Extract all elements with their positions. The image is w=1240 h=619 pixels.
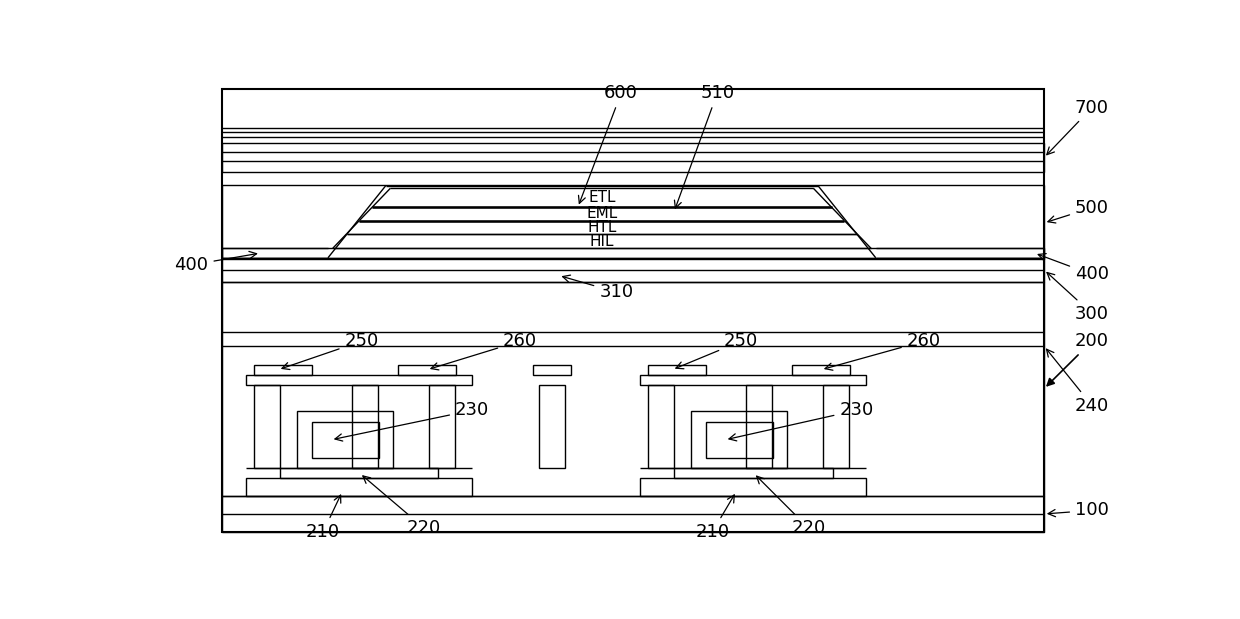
- Text: 260: 260: [825, 332, 941, 370]
- Bar: [352, 385, 378, 469]
- Bar: [222, 258, 1044, 282]
- Text: 220: 220: [363, 476, 441, 537]
- Bar: [222, 282, 1044, 496]
- Text: 230: 230: [729, 401, 874, 441]
- Text: 200: 200: [1048, 332, 1109, 386]
- Text: 230: 230: [335, 401, 490, 441]
- Bar: [649, 365, 706, 374]
- Bar: [222, 185, 1044, 259]
- Text: EML: EML: [587, 206, 618, 222]
- Bar: [746, 385, 773, 469]
- Text: 510: 510: [675, 84, 734, 208]
- Bar: [311, 422, 379, 458]
- Text: HTL: HTL: [588, 220, 616, 235]
- Text: 260: 260: [432, 332, 537, 370]
- Bar: [247, 478, 472, 496]
- Bar: [254, 365, 311, 374]
- Text: 210: 210: [306, 495, 341, 541]
- Bar: [254, 385, 280, 469]
- Text: 210: 210: [696, 495, 734, 541]
- Text: 220: 220: [756, 476, 826, 537]
- Text: 310: 310: [563, 275, 634, 301]
- Bar: [533, 365, 572, 374]
- Text: 700: 700: [1047, 98, 1109, 155]
- Bar: [649, 385, 675, 469]
- Bar: [398, 365, 456, 374]
- Bar: [691, 411, 787, 469]
- Text: 500: 500: [1048, 199, 1109, 223]
- Bar: [823, 385, 849, 469]
- Text: ETL: ETL: [588, 190, 615, 206]
- Text: 250: 250: [281, 332, 378, 370]
- Text: 250: 250: [676, 332, 759, 369]
- Bar: [792, 365, 849, 374]
- Bar: [429, 385, 455, 469]
- Bar: [298, 411, 393, 469]
- Text: 400: 400: [175, 251, 257, 274]
- Text: 100: 100: [1048, 501, 1109, 519]
- Bar: [640, 478, 867, 496]
- Bar: [222, 496, 1044, 532]
- Bar: [222, 248, 1044, 258]
- Bar: [247, 374, 472, 385]
- Bar: [222, 89, 1044, 532]
- Text: 240: 240: [1047, 349, 1109, 415]
- Bar: [706, 422, 773, 458]
- Bar: [280, 469, 439, 478]
- Bar: [640, 374, 867, 385]
- Bar: [675, 469, 832, 478]
- Text: 300: 300: [1047, 272, 1109, 322]
- Bar: [222, 144, 1044, 172]
- Text: 600: 600: [579, 84, 639, 204]
- Text: HIL: HIL: [589, 233, 614, 249]
- Bar: [539, 385, 565, 469]
- Text: 400: 400: [1038, 254, 1109, 284]
